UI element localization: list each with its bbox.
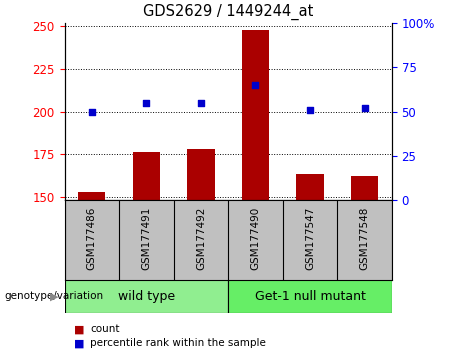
Bar bbox=[351, 176, 378, 200]
Title: GDS2629 / 1449244_at: GDS2629 / 1449244_at bbox=[143, 4, 313, 20]
Text: ▶: ▶ bbox=[50, 291, 59, 302]
Bar bbox=[228, 280, 392, 313]
Point bbox=[306, 107, 313, 113]
Text: genotype/variation: genotype/variation bbox=[5, 291, 104, 302]
Point bbox=[197, 100, 205, 105]
Bar bbox=[296, 175, 324, 200]
Text: ■: ■ bbox=[74, 324, 84, 334]
Text: GSM177490: GSM177490 bbox=[250, 206, 260, 270]
Text: GSM177491: GSM177491 bbox=[142, 206, 151, 270]
Point bbox=[88, 109, 95, 114]
Point bbox=[361, 105, 368, 111]
Text: ■: ■ bbox=[74, 338, 84, 348]
Text: count: count bbox=[90, 324, 119, 334]
Text: GSM177492: GSM177492 bbox=[196, 206, 206, 270]
Text: Get-1 null mutant: Get-1 null mutant bbox=[254, 290, 366, 303]
Bar bbox=[187, 149, 214, 200]
Bar bbox=[242, 30, 269, 200]
Text: GSM177548: GSM177548 bbox=[360, 206, 370, 270]
Text: percentile rank within the sample: percentile rank within the sample bbox=[90, 338, 266, 348]
Point bbox=[142, 100, 150, 105]
Text: wild type: wild type bbox=[118, 290, 175, 303]
Bar bbox=[133, 152, 160, 200]
Text: GSM177547: GSM177547 bbox=[305, 206, 315, 270]
Text: GSM177486: GSM177486 bbox=[87, 206, 97, 270]
Bar bbox=[65, 280, 228, 313]
Point bbox=[252, 82, 259, 88]
Bar bbox=[78, 192, 106, 200]
